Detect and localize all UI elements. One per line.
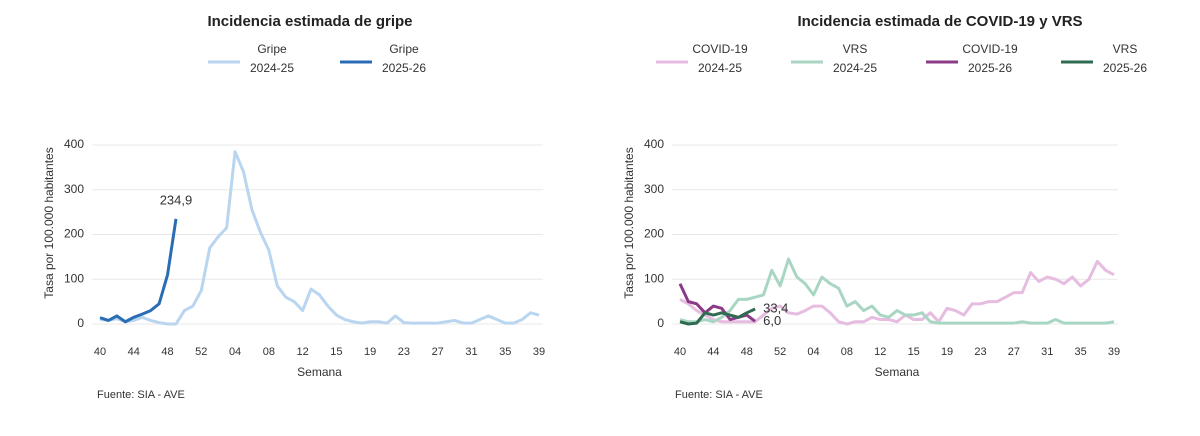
data-label: 6,0 [763,313,781,328]
x-tick-label: 52 [774,346,786,358]
x-tick-label: 39 [1108,346,1120,358]
x-tick-label: 35 [499,346,511,358]
chart: Incidencia estimada de gripe Gripe 2024-25… [42,13,545,401]
x-tick-label: 04 [807,346,819,358]
x-tick-label: 08 [263,346,275,358]
y-axis-label: Tasa por 100.000 habitantes [622,147,636,298]
x-tick-label: 35 [1074,346,1086,358]
x-tick-label: 15 [330,346,342,358]
source: Fuente: SIA - AVE [97,389,185,401]
chart-title: Incidencia estimada de COVID-19 y VRS [797,13,1082,30]
x-tick-label: 52 [195,346,207,358]
x-tick-label: 44 [707,346,719,358]
x-tick-label: 40 [674,346,686,358]
x-tick-label: 08 [841,346,853,358]
x-tick-label: 12 [296,346,308,358]
x-tick-label: 04 [229,346,241,358]
x-tick-label: 19 [941,346,953,358]
series-line [679,259,1115,326]
y-axis-label: Tasa por 100.000 habitantes [42,147,56,298]
y-tick-label: 400 [64,137,84,151]
legend-label: Gripe 2025-26 [382,42,426,75]
x-tick-label: 31 [1041,346,1053,358]
series-line [99,218,178,324]
x-tick-label: 23 [974,346,986,358]
x-tick-label: 23 [398,346,410,358]
x-tick-label: 48 [161,346,173,358]
series-line [679,307,756,326]
y-tick-label: 200 [64,227,84,241]
x-tick-label: 27 [1008,346,1020,358]
legend-label: VRS 2025-26 [1103,42,1147,75]
x-tick-label: 19 [364,346,376,358]
x-tick-label: 40 [94,346,106,358]
series-line [99,150,540,326]
legend-label: COVID-19 2024-25 [692,42,748,75]
x-tick-label: 12 [874,346,886,358]
x-axis-label: Semana [875,365,920,379]
data-label: 234,9 [160,192,193,207]
y-tick-label: 0 [77,316,84,330]
legend-label: VRS 2024-25 [833,42,877,75]
data-label: 33,4 [763,300,788,315]
x-tick-label: 15 [908,346,920,358]
x-tick-label: 48 [741,346,753,358]
x-axis-label: Semana [297,365,342,379]
x-tick-label: 44 [128,346,140,358]
y-tick-label: 300 [644,182,664,196]
x-tick-label: 27 [432,346,444,358]
x-tick-label: 31 [465,346,477,358]
y-tick-label: 300 [64,182,84,196]
chart: Incidencia estimada de COVID-19 y VRS COV… [622,13,1147,401]
legend-label: COVID-19 2025-26 [962,42,1018,75]
source: Fuente: SIA - AVE [675,389,763,401]
chart-title: Incidencia estimada de gripe [207,13,412,30]
y-tick-label: 200 [644,227,664,241]
x-tick-label: 39 [533,346,545,358]
y-tick-label: 0 [657,316,664,330]
legend-label: Gripe 2024-25 [250,42,294,75]
y-tick-label: 100 [644,271,664,285]
y-tick-label: 100 [64,271,84,285]
series-line [679,257,1115,325]
y-tick-label: 400 [644,137,664,151]
